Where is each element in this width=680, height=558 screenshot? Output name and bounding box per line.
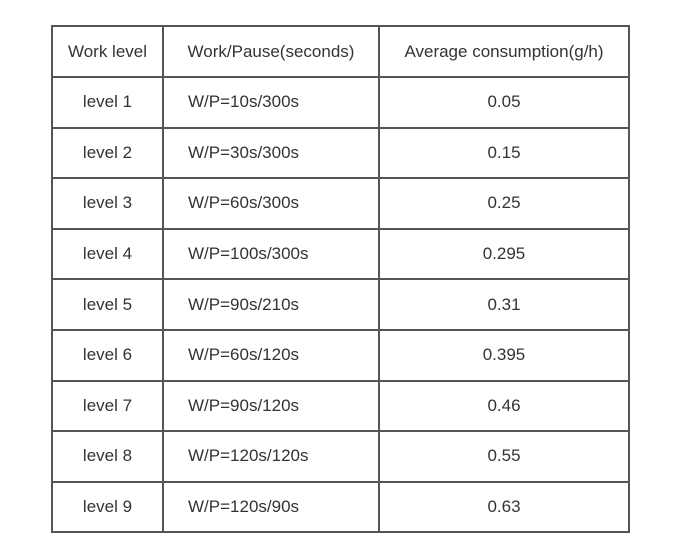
table-cell: level 9 xyxy=(51,480,164,534)
table-cell: W/P=90s/120s xyxy=(162,379,380,433)
table-cell: 0.15 xyxy=(378,126,630,180)
table-cell: 0.05 xyxy=(378,76,630,129)
table-cell: 0.55 xyxy=(378,430,630,483)
table-cell: W/P=100s/300s xyxy=(162,227,380,281)
table-cell: level 7 xyxy=(51,379,164,433)
table-cell: 0.395 xyxy=(378,328,630,382)
header-cell: Work level xyxy=(51,25,164,78)
table-cell: 0.31 xyxy=(378,278,630,331)
table-cell: W/P=120s/120s xyxy=(162,430,380,483)
table-header: Work level Work/Pause(seconds) Average con… xyxy=(51,25,630,78)
table-cell: 0.46 xyxy=(378,379,630,433)
table-cell: level 2 xyxy=(51,126,164,180)
table-row: level 5 W/P=90s/210s 0.31 xyxy=(51,278,630,331)
table-row: level 8 W/P=120s/120s 0.55 xyxy=(51,430,630,483)
table-cell: W/P=10s/300s xyxy=(162,76,380,129)
table-row: level 1 W/P=10s/300s 0.05 xyxy=(51,76,630,129)
header-cell: Work/Pause(seconds) xyxy=(162,25,380,78)
table-cell: W/P=30s/300s xyxy=(162,126,380,180)
table-cell: W/P=120s/90s xyxy=(162,480,380,534)
header-cell: Average consumption(g/h) xyxy=(378,25,630,78)
header-row: Work level Work/Pause(seconds) Average con… xyxy=(51,25,630,78)
table-cell: 0.63 xyxy=(378,480,630,534)
table-row: level 7 W/P=90s/120s 0.46 xyxy=(51,379,630,433)
table-cell: level 8 xyxy=(51,430,164,483)
table-cell: 0.25 xyxy=(378,177,630,230)
table-row: level 9 W/P=120s/90s 0.63 xyxy=(51,480,630,534)
table-cell: level 4 xyxy=(51,227,164,281)
table-row: level 6 W/P=60s/120s 0.395 xyxy=(51,328,630,382)
table-cell: W/P=60s/300s xyxy=(162,177,380,230)
consumption-table: Work level Work/Pause(seconds) Average con… xyxy=(51,25,630,534)
table-cell: level 5 xyxy=(51,278,164,331)
table-row: level 3 W/P=60s/300s 0.25 xyxy=(51,177,630,230)
table-cell: level 1 xyxy=(51,76,164,129)
table-cell: 0.295 xyxy=(378,227,630,281)
table-row: level 2 W/P=30s/300s 0.15 xyxy=(51,126,630,180)
table-cell: W/P=90s/210s xyxy=(162,278,380,331)
table-cell: W/P=60s/120s xyxy=(162,328,380,382)
table-body: level 1 W/P=10s/300s 0.05 level 2 W/P=30s/30… xyxy=(51,76,630,534)
table-cell: level 6 xyxy=(51,328,164,382)
table-row: level 4 W/P=100s/300s 0.295 xyxy=(51,227,630,281)
table-cell: level 3 xyxy=(51,177,164,230)
